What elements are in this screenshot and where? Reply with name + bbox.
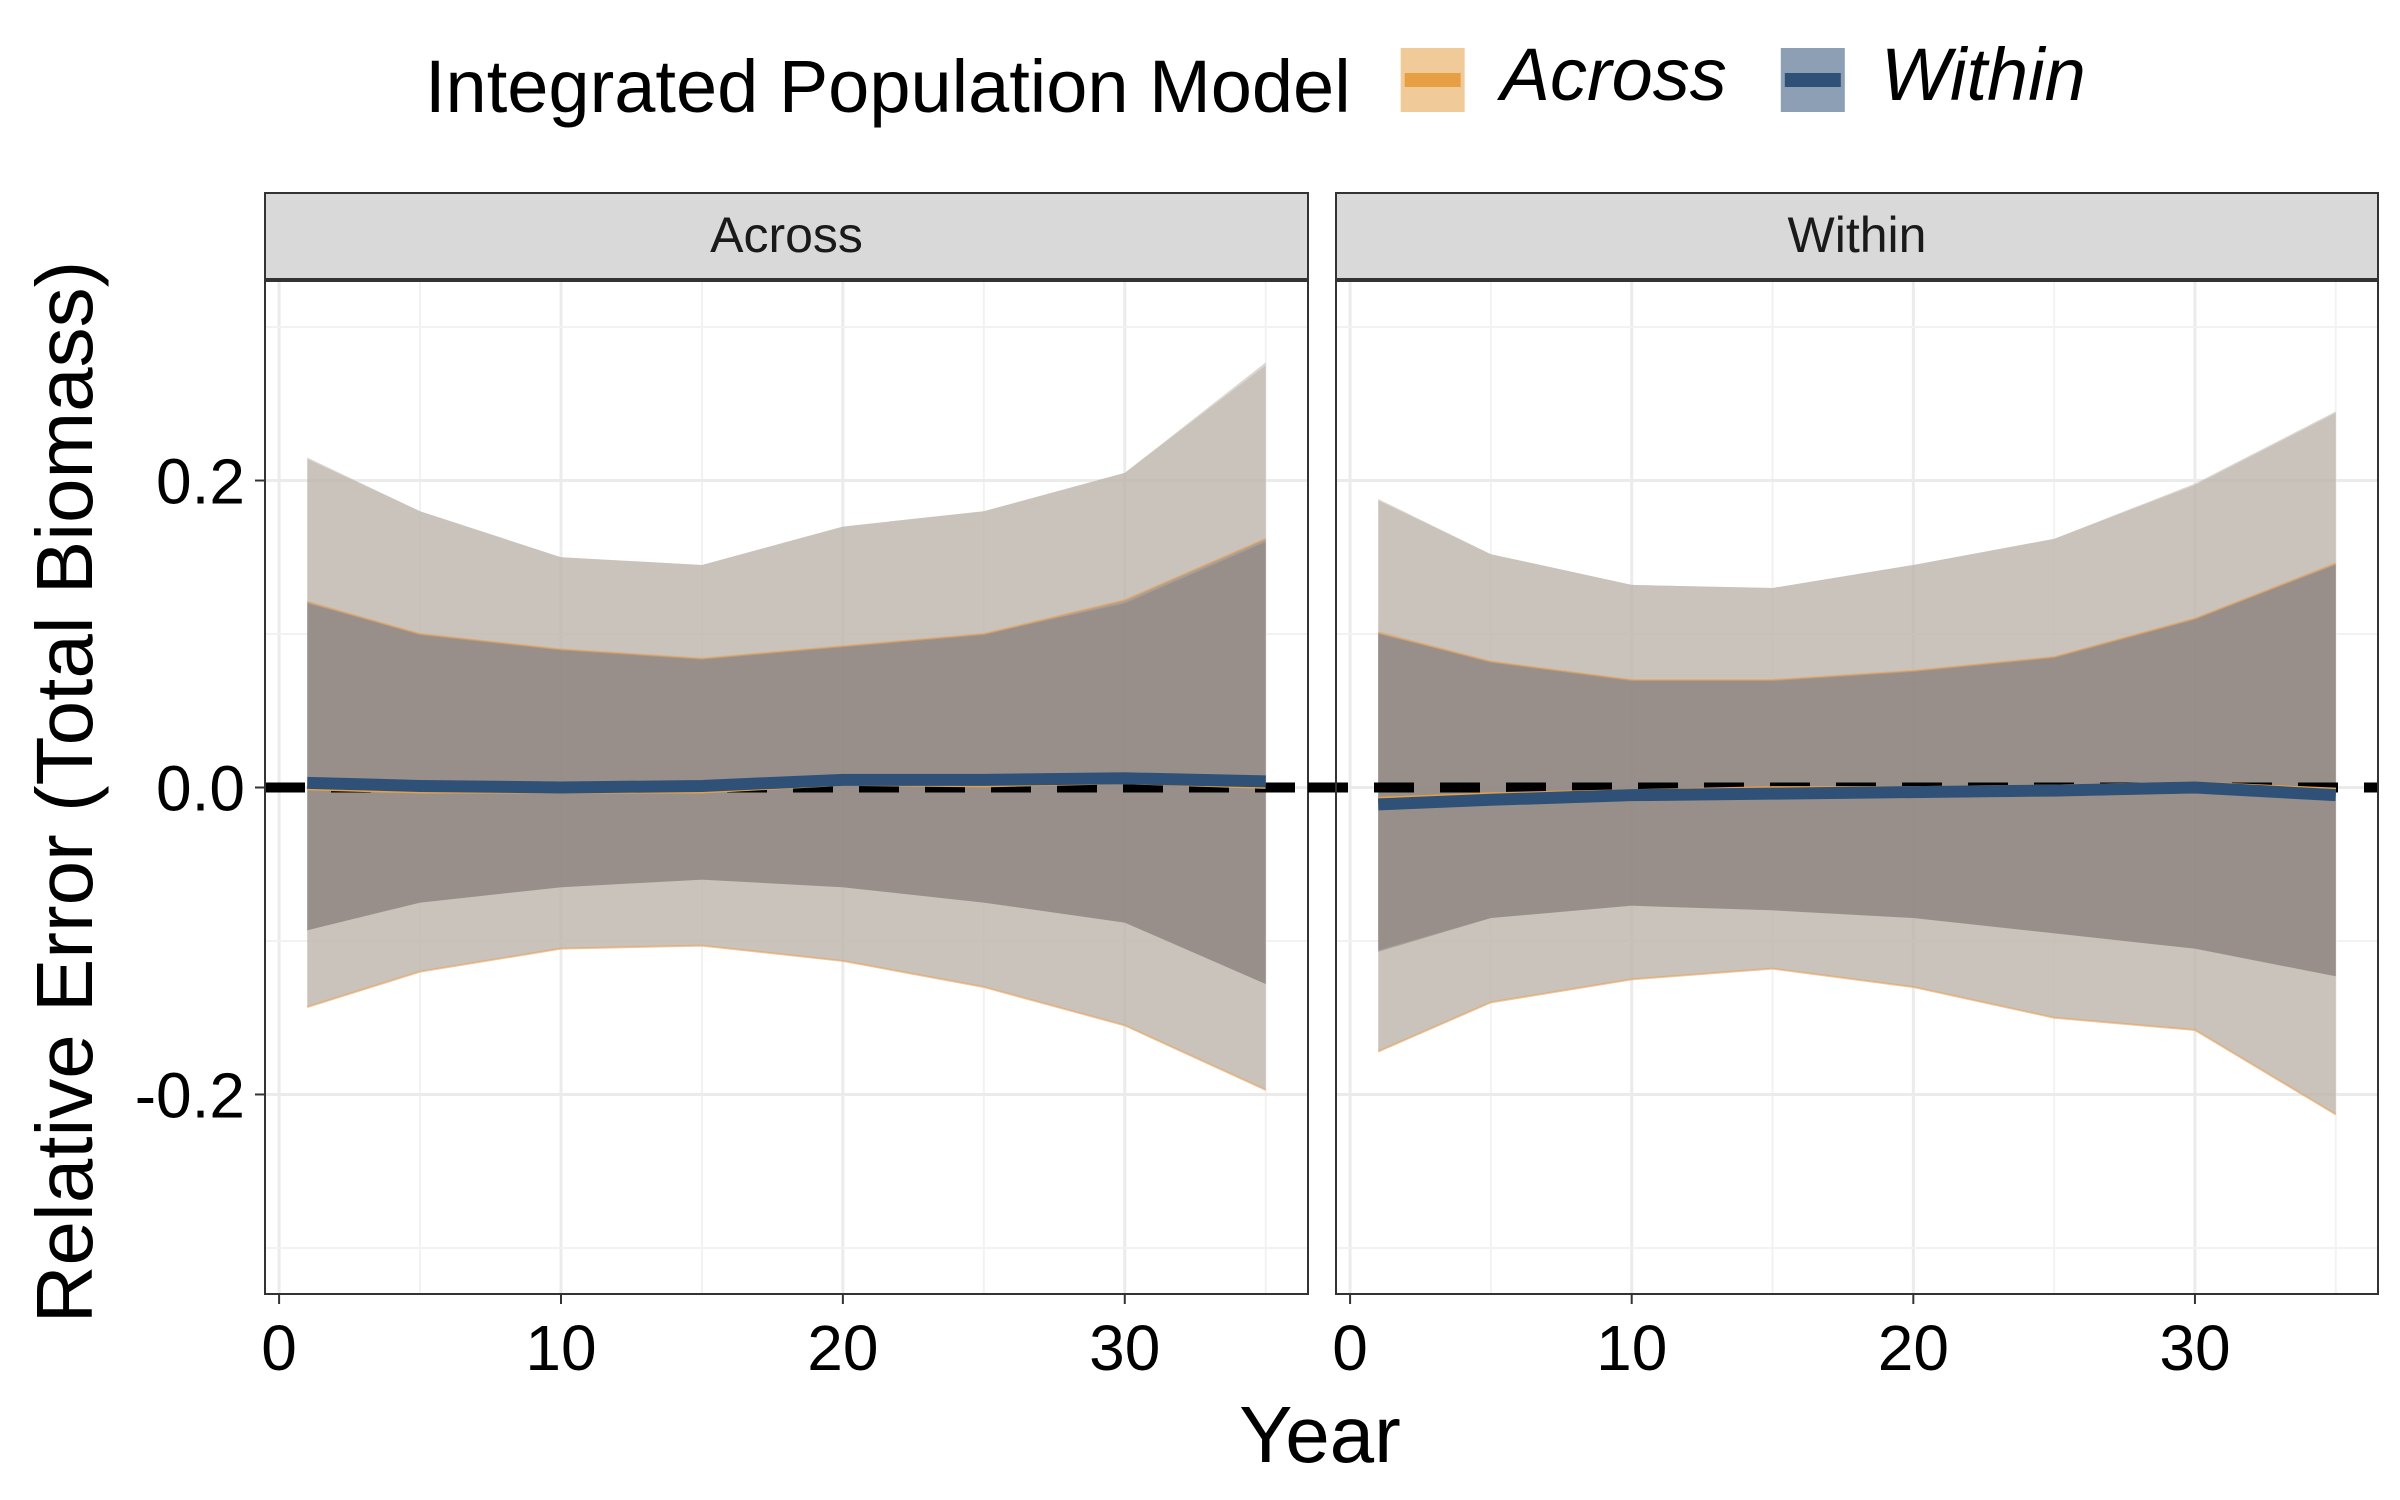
panel-within: Within 0 10 20 30 [1308,192,2379,1384]
legend: Integrated Population Model Across Within [425,33,2086,128]
y-tick-label: 0.0 [156,753,245,825]
median-line-within [307,772,1266,794]
panel-border [1335,280,2379,1295]
x-tick-label: 0 [1332,1312,1368,1384]
x-axis-title: Year [1239,1390,1401,1479]
panel-strip-label: Within [1788,207,1927,263]
panel-strip-label: Across [710,207,863,263]
legend-key-within: Within [1780,33,2086,116]
x-tick-label: 20 [807,1312,878,1384]
legend-key-across: Across [1400,33,1727,116]
legend-entries: Across Within [1400,33,2086,116]
ribbon-edge-across [1377,562,2337,682]
legend-label-within: Within [1881,33,2086,116]
ribbon-inner-within [307,541,1266,984]
x-tick-label: 0 [261,1312,297,1384]
x-tick-label: 10 [525,1312,596,1384]
ribbon-inner-within [1378,564,2336,977]
panel-strip [264,192,1309,280]
x-tick-label: 10 [1596,1312,1667,1384]
ribbon-edge-across [307,537,1267,660]
legend-label-across: Across [1497,33,1727,116]
legend-title: Integrated Population Model [425,45,1351,128]
panel-across: Across 0 10 20 30 0.2 0.0 -0.2 [135,192,1309,1384]
y-tick-label: -0.2 [135,1059,245,1131]
facet-panels: Across 0 10 20 30 0.2 0.0 -0.2 Within 0 10 20 30 [135,192,2379,1384]
axis-titles: Year Relative Error (Total Biomass) [20,261,1401,1479]
x-tick-label: 30 [2159,1312,2230,1384]
median-line-within [1377,781,2337,811]
ribbon-edge-across [306,944,1267,1091]
x-tick-label: 30 [1089,1312,1160,1384]
x-tick-label: 20 [1878,1312,1949,1384]
y-axis-title: Relative Error (Total Biomass) [20,261,109,1324]
panel-strip [1335,192,2379,280]
ribbon-edge-across [1377,967,2337,1116]
y-tick-label: 0.2 [156,446,245,518]
